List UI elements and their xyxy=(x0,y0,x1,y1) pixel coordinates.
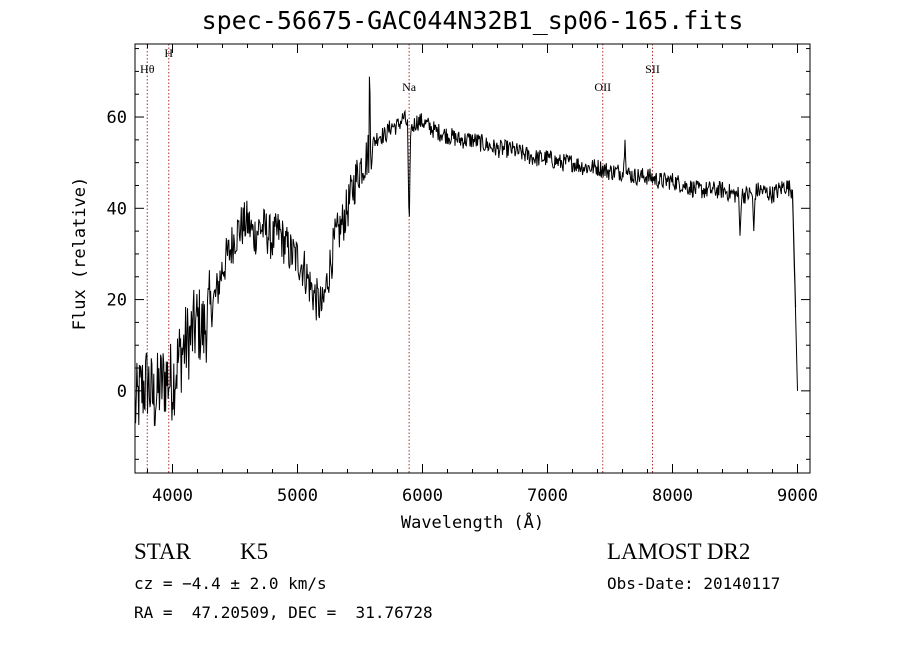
x-axis-label: Wavelength (Å) xyxy=(401,511,544,533)
x-tick-label: 4000 xyxy=(152,486,193,506)
observation-date: Obs-Date: 20140117 xyxy=(607,574,781,593)
plot-frame xyxy=(134,43,811,474)
object-class: STAR xyxy=(134,539,191,564)
x-tick-label: 9000 xyxy=(777,486,818,506)
spectral-line-label: SII xyxy=(645,62,660,76)
x-tick-label: 8000 xyxy=(652,486,693,506)
y-tick-label: 20 xyxy=(107,291,127,311)
chart-title: spec-56675-GAC044N32B1_sp06-165.fits xyxy=(201,6,744,35)
y-axis-label: Flux (relative) xyxy=(70,177,90,331)
x-tick-label: 6000 xyxy=(402,486,443,506)
y-tick-label: 40 xyxy=(107,199,127,219)
redshift-cz: cz = −4.4 ± 2.0 km/s xyxy=(134,574,327,593)
y-tick-label: 0 xyxy=(117,382,127,402)
object-subclass: K5 xyxy=(240,539,269,564)
x-tick-label: 7000 xyxy=(527,486,568,506)
y-tick-label: 60 xyxy=(107,108,127,128)
x-tick-label: 5000 xyxy=(277,486,318,506)
spectral-line-markers: Hθ H Na OII SII xyxy=(140,44,660,473)
spectral-line-label: Hθ xyxy=(140,62,155,76)
spectrum-marks xyxy=(134,76,798,427)
survey-name: LAMOST DR2 xyxy=(607,539,751,564)
axis-ticks xyxy=(135,44,810,473)
spectral-line-label: OII xyxy=(594,80,611,94)
spectral-line-label: Na xyxy=(402,80,417,94)
spectral-line-label: H xyxy=(164,46,173,60)
ra-dec-coordinates: RA = 47.20509, DEC = 31.76728 xyxy=(134,603,433,622)
spectrum-line xyxy=(134,76,798,427)
axis-labels: 4000 5000 6000 7000 8000 9000 0 20 40 60 Wavelengt… xyxy=(70,108,818,533)
